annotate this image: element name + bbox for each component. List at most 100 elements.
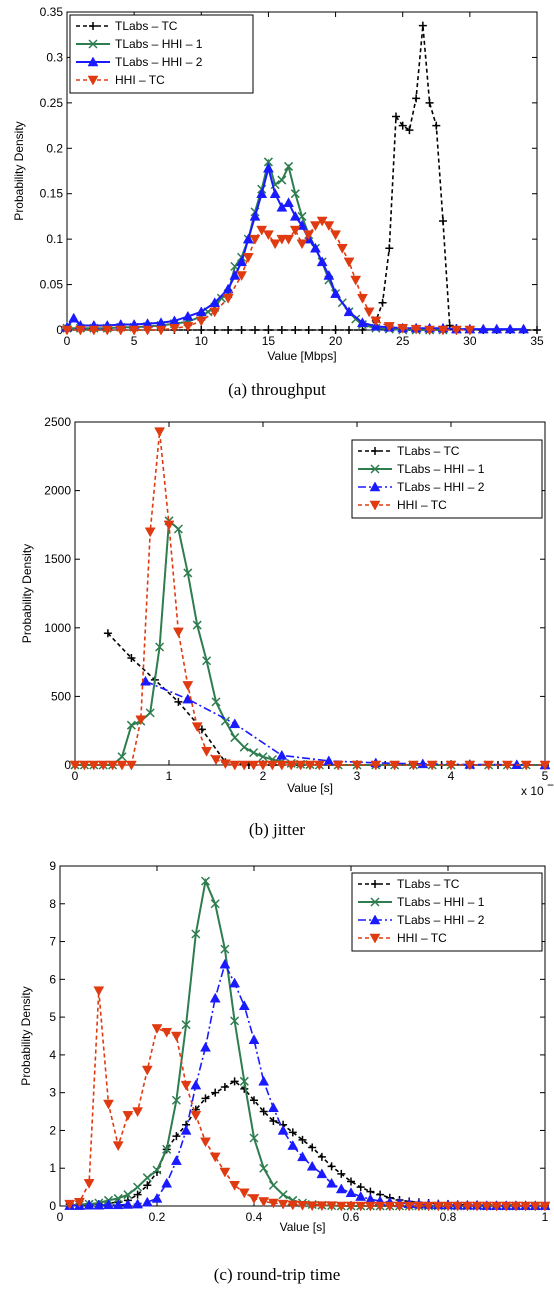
data-point	[83, 1199, 95, 1210]
x-exponent-power: −3	[547, 778, 554, 792]
y-tick-label: 2	[49, 1123, 56, 1137]
y-tick-label: 8	[49, 897, 56, 911]
data-point	[78, 760, 90, 771]
y-tick-label: 0.1	[46, 232, 63, 246]
data-point	[209, 307, 221, 318]
data-point	[278, 1190, 288, 1200]
data-point	[229, 760, 241, 771]
data-point	[337, 1169, 346, 1178]
data-point	[183, 568, 193, 578]
figure-throughput: 0 5 10 15 20 25 30 35 0 0.05 0.1 0.15 0.2 0.25 0.3 0.35…	[0, 0, 554, 410]
data-point	[483, 760, 495, 771]
x-axis-label: Value [s]	[287, 781, 333, 795]
y-tick-label: 0	[56, 323, 63, 337]
data-point	[209, 992, 221, 1003]
data-point	[151, 1024, 163, 1034]
data-point	[191, 722, 203, 733]
data-point	[303, 230, 315, 241]
data-point	[145, 708, 155, 718]
data-point	[259, 1163, 269, 1173]
data-point	[219, 958, 231, 969]
data-point	[93, 986, 105, 997]
data-point	[383, 322, 395, 332]
legend-label: HHI – TC	[397, 498, 447, 512]
data-point	[289, 225, 301, 236]
data-point	[200, 1137, 211, 1148]
data-point	[249, 234, 261, 245]
data-point	[197, 326, 206, 334]
data-point	[200, 1041, 211, 1052]
data-point	[266, 760, 278, 771]
legend-label: TLabs – HHI – 2	[397, 913, 485, 927]
data-point	[298, 1135, 307, 1144]
legend-marker	[371, 880, 379, 888]
y-tick-label: 0.25	[40, 96, 64, 110]
data-point	[418, 21, 427, 30]
data-point	[285, 760, 297, 771]
x-tick-label: 0.4	[246, 1210, 263, 1224]
data-point	[239, 1076, 249, 1086]
data-point	[345, 1201, 357, 1212]
data-point	[219, 759, 231, 770]
data-point	[347, 1177, 355, 1186]
data-point	[258, 1075, 270, 1086]
data-point	[195, 306, 207, 317]
data-point	[242, 253, 254, 263]
data-point	[103, 1199, 114, 1210]
data-point	[318, 326, 327, 334]
data-point	[288, 1128, 297, 1137]
legend-label: TLabs – HHI – 2	[397, 480, 485, 494]
data-point	[211, 1088, 220, 1097]
data-point	[113, 1193, 123, 1203]
chart-throughput: 0 5 10 15 20 25 30 35 0 0.05 0.1 0.15 0.2 0.25 0.3 0.35…	[12, 5, 544, 363]
data-point	[200, 876, 211, 886]
data-point	[135, 715, 147, 726]
data-point	[161, 1177, 173, 1188]
data-point	[258, 1197, 270, 1207]
data-point	[263, 157, 273, 167]
data-point	[363, 307, 375, 318]
data-point	[250, 1096, 258, 1105]
data-point	[477, 323, 489, 334]
legend-marker	[369, 933, 381, 944]
legend-label: HHI – TC	[115, 73, 165, 87]
data-point	[283, 197, 294, 208]
data-point	[103, 1099, 114, 1110]
series-4	[64, 986, 551, 1212]
series-3	[64, 958, 551, 1210]
data-point	[238, 1188, 250, 1199]
data-point	[132, 1107, 144, 1118]
data-point	[481, 1201, 493, 1212]
x-tick-label: 3	[354, 769, 361, 783]
data-point	[190, 1111, 202, 1121]
data-point	[343, 306, 355, 317]
data-point	[182, 681, 194, 691]
data-point	[122, 1198, 134, 1209]
x-tick-label: 5	[542, 769, 549, 783]
legend-box	[351, 439, 543, 519]
data-point	[510, 1201, 522, 1212]
data-point	[263, 230, 274, 241]
data-point	[518, 323, 529, 334]
data-point	[209, 297, 221, 307]
legend-label: TLabs – TC	[397, 877, 460, 891]
legend-label: TLabs – HHI – 1	[397, 895, 485, 909]
y-tick-label: 9	[49, 859, 56, 873]
data-point	[439, 216, 447, 225]
data-point	[141, 1196, 153, 1207]
y-tick-label: 7	[49, 935, 56, 949]
series-2	[70, 516, 550, 770]
data-point	[172, 1132, 181, 1141]
y-axis-label: Probability Density	[12, 121, 26, 220]
data-point	[437, 325, 449, 336]
data-point	[222, 293, 234, 304]
data-point	[170, 1031, 182, 1042]
data-point	[276, 234, 288, 245]
legend-box	[351, 872, 543, 952]
data-point	[101, 325, 113, 336]
data-point	[267, 1198, 279, 1209]
data-point	[397, 323, 409, 334]
data-point	[259, 1107, 268, 1116]
data-point	[378, 298, 387, 307]
x-tick-label: 0.8	[440, 1210, 457, 1224]
